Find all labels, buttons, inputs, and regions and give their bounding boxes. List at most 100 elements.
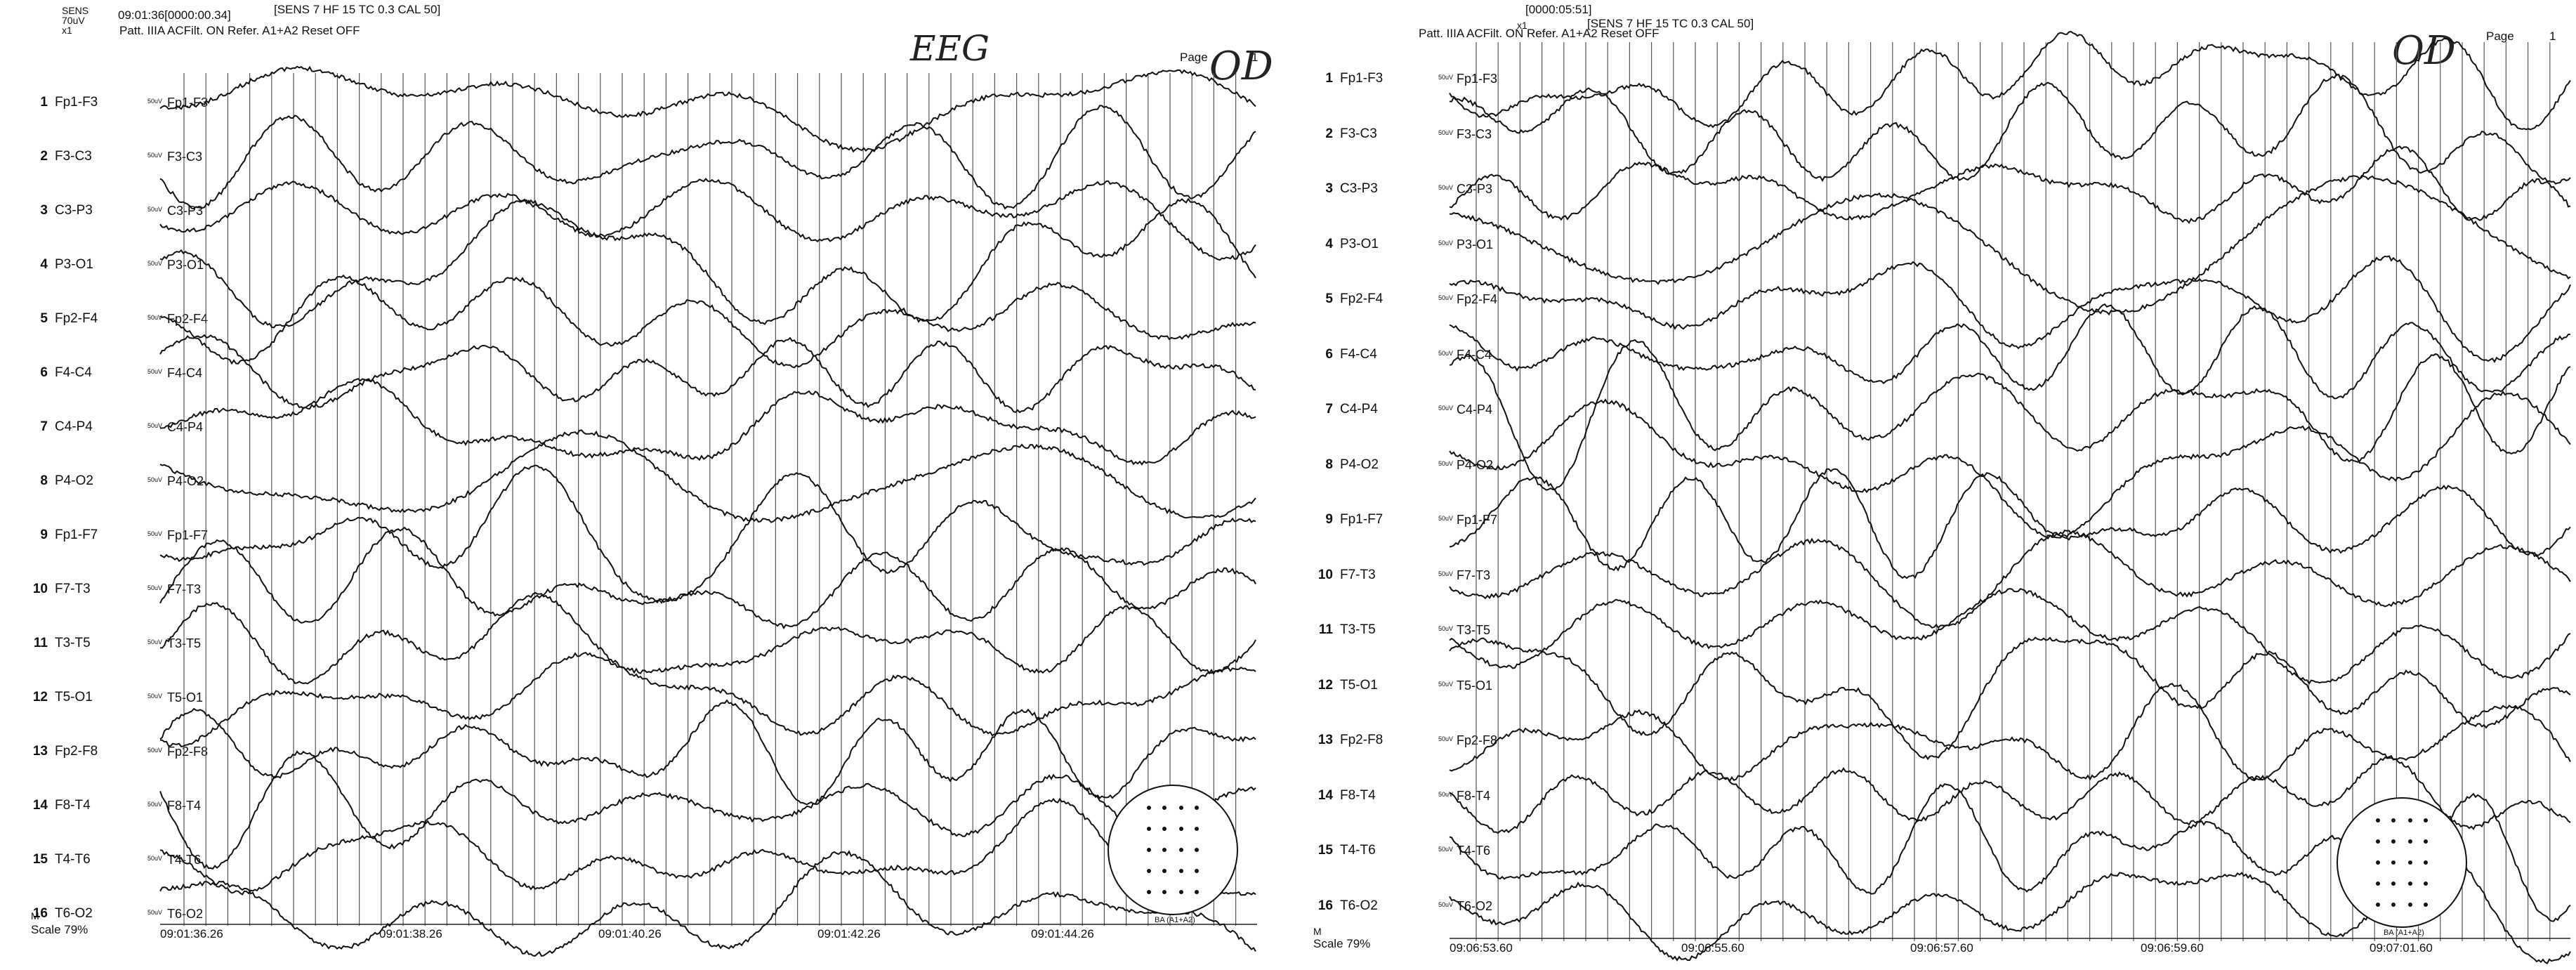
channel-sensitivity: 50uV	[1438, 239, 1454, 247]
sensitivity-box: SENS 70uV x1	[62, 5, 89, 36]
channel-sensitivity: 50uV	[147, 801, 163, 808]
eeg-trace-fp1-f7	[159, 464, 1256, 604]
time-label: 09:07:01.60	[2370, 941, 2433, 955]
channel-inline-label: F8-T4	[1457, 788, 1491, 803]
eeg-trace-f8-t4	[159, 750, 1256, 870]
grid-lines	[183, 73, 1237, 926]
channel-label: 8 P4-O2	[40, 473, 93, 488]
channel-sensitivity: 50uV	[147, 152, 163, 159]
channel-sensitivity: 50uV	[1438, 459, 1454, 467]
eeg-trace-f4-c4	[159, 334, 1256, 414]
scale-marker: M	[31, 910, 39, 922]
time-label: 09:06:53.60	[1450, 941, 1513, 955]
scale-label: Scale 79%	[1313, 937, 1371, 950]
settings-line: [SENS 7 HF 15 TC 0.3 CAL 50]	[274, 3, 441, 16]
channel-sensitivity: 50uV	[1438, 294, 1454, 301]
channel-label: 5 Fp2-F4	[1325, 291, 1384, 306]
channel-label: 7 C4-P4	[40, 419, 93, 434]
eeg-trace-f3-c3	[159, 105, 1256, 210]
time-label: 09:01:44.26	[1031, 927, 1094, 940]
channel-inline-label: T4-T6	[1457, 844, 1491, 858]
channel-inline-label: P4-O2	[167, 474, 204, 488]
channel-inline-label: T5-O1	[167, 690, 204, 704]
time-label: 09:01:40.26	[598, 927, 662, 940]
channel-label: 12 T5-O1	[32, 690, 93, 704]
page-number: 1	[1251, 51, 1259, 64]
channel-sensitivity: 50uV	[147, 206, 163, 213]
eeg-page-right: x1 [0000:05:51] [SENS 7 HF 15 TC 0.3 CAL…	[1306, 0, 2576, 970]
channel-label: 11 T3-T5	[1318, 622, 1376, 637]
channel-inline-label: C4-P4	[1457, 402, 1493, 417]
channel-label: 12 T5-O1	[1317, 677, 1378, 693]
page-number: 1	[2549, 30, 2556, 43]
montage-caption: BA (A1+A2)	[1155, 916, 1195, 924]
channel-sensitivity: 50uV	[147, 693, 163, 700]
channel-label: 6 F4-C4	[40, 365, 92, 380]
eeg-page-left: SENS 70uV x1 09:01:36[0000:00.34] [SENS …	[0, 0, 1273, 970]
channel-label: 10 F7-T3	[32, 582, 91, 596]
eeg-trace-t3-t5	[1449, 588, 2571, 685]
montage-caption: BA (A1+A2)	[2384, 929, 2424, 937]
scale-marker: M	[1313, 926, 1322, 937]
time-label: 09:06:59.60	[2141, 941, 2204, 955]
eeg-trace-f4-c4	[1449, 303, 2570, 400]
time-label: 09:01:38.26	[379, 927, 442, 940]
handwritten-title: EEG	[910, 28, 990, 69]
channel-sensitivity: 50uV	[1438, 790, 1454, 798]
eeg-trace-f7-t3	[159, 526, 1256, 630]
page-word: Page	[2486, 30, 2514, 43]
eeg-trace-p3-o1	[159, 197, 1256, 329]
montage-head-diagram	[1108, 785, 1238, 915]
channel-sensitivity: 50uV	[1438, 184, 1454, 191]
channel-label: 1 Fp1-F3	[1325, 71, 1384, 86]
channel-label: 10 F7-T3	[1317, 567, 1376, 582]
grid-lines	[1476, 42, 2551, 941]
channel-label: 9 Fp1-F7	[40, 527, 98, 542]
channel-sensitivity: 50uV	[147, 260, 163, 267]
channel-label: 5 Fp2-F4	[40, 311, 98, 326]
channel-label: 16 T6-O2	[32, 906, 93, 921]
channel-label: 16 T6-O2	[1317, 898, 1378, 913]
channel-label: 8 P4-O2	[1325, 457, 1379, 472]
eeg-trace-p4-o2	[159, 429, 1256, 523]
channel-inline-label: P3-O1	[167, 258, 204, 272]
channel-sensitivity: 50uV	[147, 422, 163, 429]
sensitivity-box: x1	[1517, 20, 1527, 31]
channel-inline-label: T5-O1	[1457, 678, 1493, 693]
eeg-trace-t5-o1	[1449, 636, 2571, 761]
channel-inline-label: Fp2-F8	[167, 745, 209, 759]
channel-label: 13 Fp2-F8	[1317, 733, 1384, 747]
channel-label: 4 P3-O1	[40, 257, 93, 272]
channel-sensitivity: 50uV	[1438, 515, 1454, 522]
eeg-trace-fp2-f8	[159, 699, 1256, 806]
eeg-trace-c3-p3	[1449, 145, 2571, 224]
eeg-trace-c4-p4	[1449, 339, 2571, 491]
channel-inline-label: T3-T5	[1457, 623, 1491, 637]
channel-sensitivity: 50uV	[1438, 680, 1454, 688]
channel-sensitivity: 50uV	[1438, 900, 1454, 908]
time-label: 09:01:42.26	[817, 927, 881, 940]
montage-head-diagram	[2337, 797, 2467, 928]
eeg-traces	[159, 65, 1257, 957]
eeg-trace-fp1-f3	[159, 65, 1256, 153]
channel-sensitivity: 50uV	[147, 314, 163, 321]
time-label: 09:06:55.60	[1681, 941, 1744, 955]
channel-sensitivity: 50uV	[1438, 129, 1454, 136]
eeg-trace-fp1-f7	[1449, 468, 2571, 579]
channel-sensitivity: 50uV	[1438, 74, 1454, 81]
channel-sensitivity: 50uV	[147, 368, 163, 375]
channel-sensitivity: 50uV	[1438, 405, 1454, 412]
channel-label: 2 F3-C3	[40, 149, 92, 164]
channel-sensitivity: 50uV	[147, 584, 163, 591]
handwritten-mark: OD	[1209, 44, 1273, 89]
eeg-trace-p3-o1	[1449, 174, 2571, 316]
eeg-trace-fp2-f4	[1449, 255, 2571, 363]
channel-sensitivity: 50uV	[147, 909, 163, 916]
channel-inline-label: Fp1-F3	[167, 96, 209, 110]
channel-inline-label: F3-C3	[1457, 126, 1492, 141]
channel-sensitivity: 50uV	[147, 855, 163, 862]
channel-label: 2 F3-C3	[1325, 126, 1377, 141]
channel-label: 3 C3-P3	[40, 203, 93, 218]
channel-inline-label: T6-O2	[167, 907, 204, 921]
filter-line: Patt. IIIA ACFilt. ON Refer. A1+A2 Reset…	[1419, 27, 1660, 40]
